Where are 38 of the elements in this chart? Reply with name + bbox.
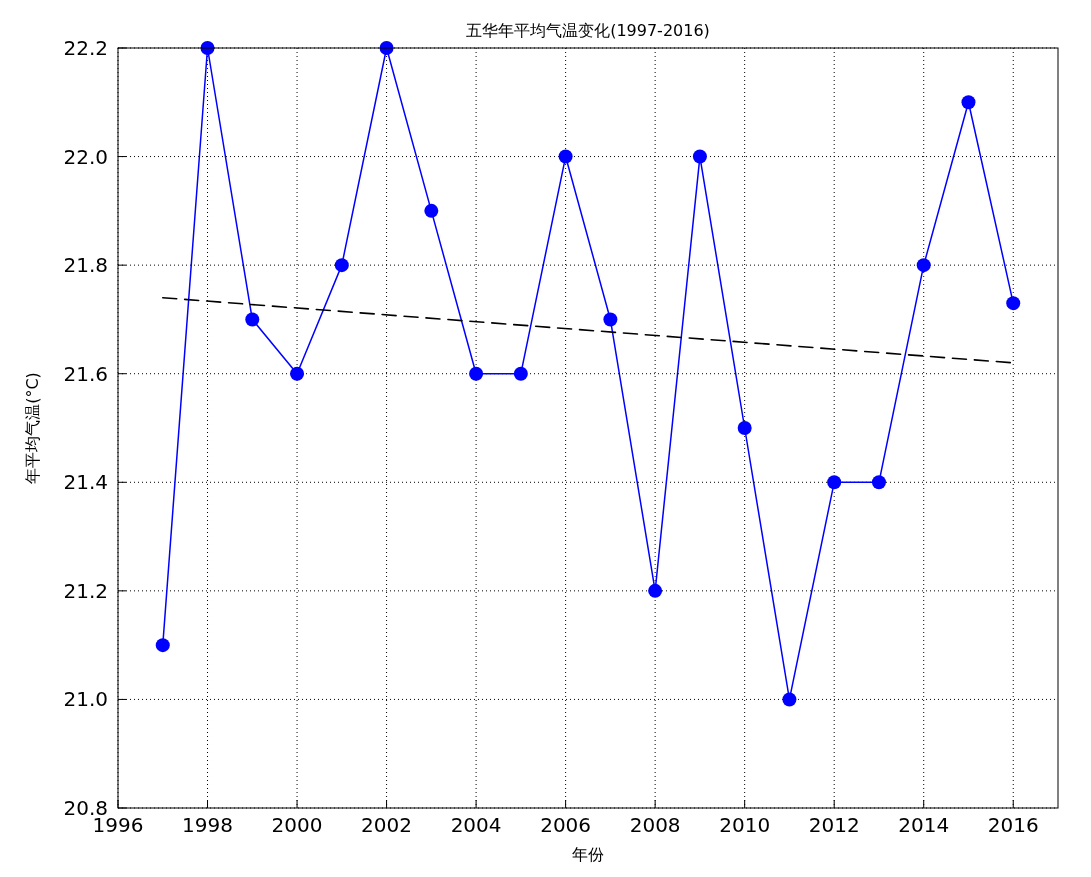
point	[692, 149, 707, 164]
point	[290, 366, 305, 381]
point	[648, 583, 663, 598]
point	[603, 312, 618, 327]
y-tick-label: 21.6	[63, 361, 108, 386]
y-tick-label: 22.0	[63, 144, 108, 169]
point	[334, 258, 349, 273]
y-axis-title: 年平均气温(°C)	[23, 372, 42, 484]
y-tick-label: 21.2	[63, 578, 108, 603]
point	[513, 366, 528, 381]
x-tick-label: 2000	[271, 813, 323, 837]
chart-title: 五华年平均气温变化(1997-2016)	[466, 21, 710, 40]
point	[871, 475, 886, 490]
point	[558, 149, 573, 164]
point	[961, 95, 976, 110]
point	[827, 475, 842, 490]
point	[155, 638, 170, 653]
y-tick-label: 21.4	[63, 470, 108, 495]
x-axis-title: 年份	[572, 845, 604, 864]
x-tick-label: 2014	[898, 813, 950, 837]
x-tick-label: 2002	[361, 813, 413, 837]
x-tick-label: 2010	[719, 813, 771, 837]
point	[424, 203, 439, 218]
x-tick-label: 2008	[629, 813, 681, 837]
y-tick-label: 21.0	[63, 687, 108, 712]
x-tick-label: 2012	[808, 813, 860, 837]
y-tick-label: 21.8	[63, 253, 108, 278]
x-tick-label: 2016	[987, 813, 1039, 837]
point	[737, 421, 752, 435]
x-tick-label: 2004	[450, 813, 502, 837]
y-tick-label: 22.2	[63, 36, 108, 60]
x-tick-label: 2006	[540, 813, 592, 837]
point	[782, 692, 797, 707]
point	[916, 258, 931, 273]
x-tick-label: 1998	[182, 813, 233, 837]
point	[245, 312, 260, 327]
point	[469, 366, 484, 381]
point	[1006, 296, 1021, 311]
